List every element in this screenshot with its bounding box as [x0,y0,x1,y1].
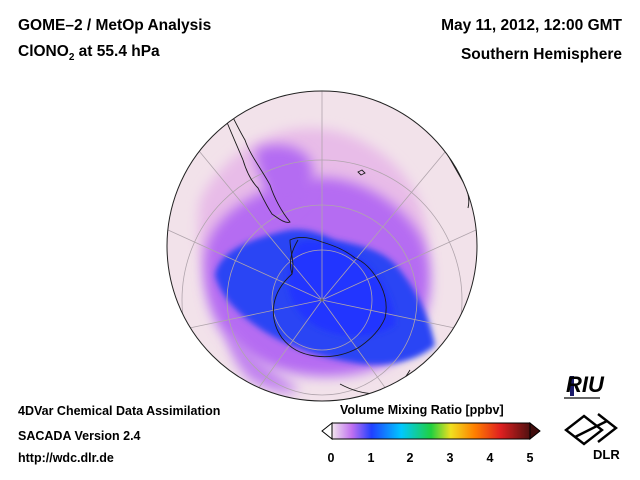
colorbar-tick: 2 [406,451,414,465]
species-level: at 55.4 hPa [74,43,160,60]
version-label: SACADA Version 2.4 [18,429,141,443]
coast-antarctica [272,236,387,358]
dlr-logo-text: DLR [593,447,620,462]
riu-logo-text: RIU [566,372,604,397]
map-title: GOME–2 / MetOp Analysis [18,17,212,34]
graticule [167,91,477,401]
south-pole-marker [320,298,324,302]
field-high-center [288,240,395,336]
colorbar-tick: 3 [446,451,454,465]
coast-south-georgia [357,169,366,176]
hemisphere-label: Southern Hemisphere [460,46,622,63]
species-label: ClONO2 at 55.4 hPa [18,43,160,63]
dlr-logo [564,413,618,446]
website-link[interactable]: http://wdc.dlr.de [18,451,114,465]
globe-outline [166,90,478,402]
species-formula: ClONO [18,43,69,60]
colorbar [321,421,541,441]
method-label: 4DVar Chemical Data Assimilation [18,404,221,418]
colorbar-tick: 0 [327,451,335,465]
colorbar-over-arrow [529,421,541,441]
colorbar-gradient [331,422,531,440]
coast-south-america [209,91,291,223]
globe [167,91,477,401]
species-subscript: 2 [68,52,75,64]
coast-antarctic-peninsula [289,239,299,275]
colorbar-under-arrow [321,421,333,441]
colorbar-tick: 5 [526,451,534,465]
datetime-label: May 11, 2012, 12:00 GMT [441,17,622,34]
riu-logo [564,376,600,399]
field-tail-south [229,330,300,393]
colorbar-tick: 1 [367,451,375,465]
colorbar-tick: 4 [486,451,494,465]
colorbar-title: Volume Mixing Ratio [ppbv] [340,403,504,417]
